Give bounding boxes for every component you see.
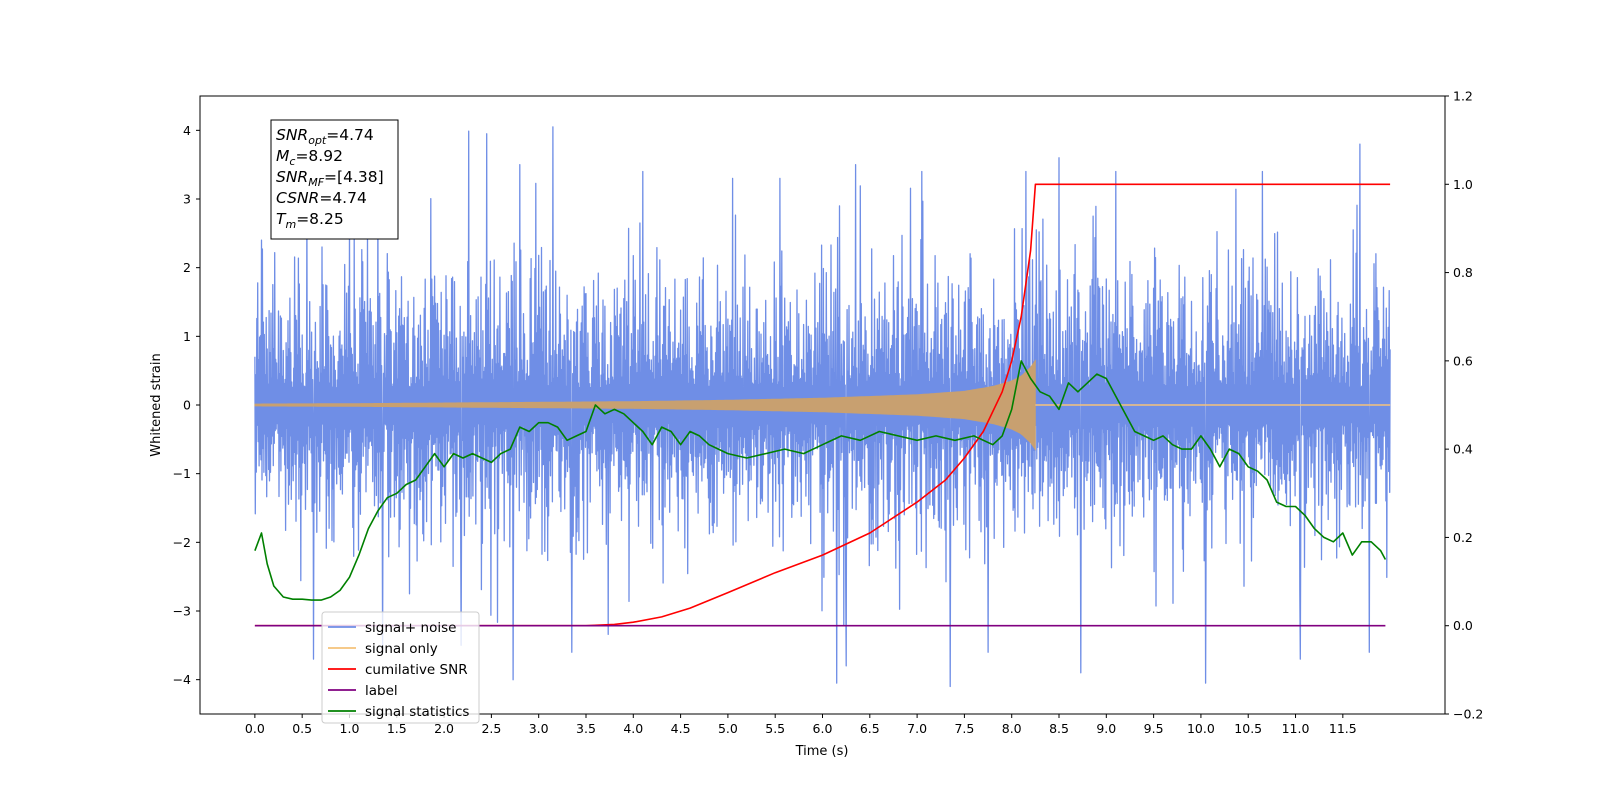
- x-tick-label: 0.5: [292, 721, 312, 736]
- signal-only-series: [254, 359, 1391, 451]
- legend-label: cumilative SNR: [365, 662, 468, 678]
- signal-noise-series: [254, 126, 1391, 688]
- cumulative-snr-line: [254, 183, 1391, 627]
- y-tick-label-left: −2: [173, 535, 191, 550]
- x-tick-label: 11.0: [1282, 721, 1310, 736]
- y-axis-right: 1.2 1.0 0.8 0.6 0.4 0.2 0.0 −0.2: [1445, 89, 1483, 722]
- x-tick-label: 2.0: [434, 721, 454, 736]
- legend-label: label: [365, 683, 398, 699]
- stats-line: CSNR=4.74: [276, 189, 367, 207]
- y-tick-label-left: −4: [173, 672, 191, 687]
- x-tick-label: 6.5: [860, 721, 880, 736]
- y-tick-label-right: 1.2: [1453, 89, 1473, 104]
- stats-value: =8.92: [295, 147, 343, 165]
- y-tick-label-left: 3: [183, 192, 191, 207]
- stats-value: =[4.38]: [324, 168, 384, 186]
- x-tick-label: 0.0: [245, 721, 265, 736]
- x-tick-label: 7.0: [907, 721, 927, 736]
- stats-subscript: m: [285, 218, 296, 231]
- y-tick-label-right: 0.8: [1453, 265, 1473, 280]
- x-tick-label: 8.0: [1002, 721, 1022, 736]
- y-tick-label-right: 0.2: [1453, 530, 1473, 545]
- y-tick-label-right: 0.4: [1453, 442, 1473, 457]
- x-tick-label: 1.5: [387, 721, 407, 736]
- signal-statistics-line: [254, 360, 1387, 601]
- stats-value: =8.25: [296, 210, 344, 228]
- y-tick-label-left: 4: [183, 123, 191, 138]
- x-tick-label: 9.0: [1096, 721, 1116, 736]
- x-tick-label: 10.5: [1234, 721, 1262, 736]
- signal-only-envelope: [254, 359, 1036, 451]
- stats-line: SNRMF=[4.38]: [276, 168, 384, 189]
- y-axis-label: Whitened strain: [149, 353, 164, 456]
- y-tick-label-right: 0.6: [1453, 353, 1473, 368]
- stats-symbol: SNR: [276, 168, 308, 186]
- stats-line: Tm=8.25: [276, 210, 344, 231]
- legend-frame: [321, 611, 480, 724]
- legend: signal+ noise signal only cumilative SNR la…: [321, 611, 480, 724]
- stats-subscript: MF: [308, 176, 324, 189]
- legend-label: signal only: [365, 641, 438, 657]
- stats-line: Mc=8.92: [276, 147, 343, 168]
- x-axis: 0.0 0.5 1.0 1.5 2.0 2.5 3.0 3.5 4.0 4.5 5.0 5.5 6.0 6…: [245, 714, 1357, 736]
- x-tick-label: 8.5: [1049, 721, 1069, 736]
- x-tick-label: 3.0: [529, 721, 549, 736]
- y-tick-label-right: 1.0: [1453, 177, 1473, 192]
- x-tick-label: 3.5: [576, 721, 596, 736]
- stats-symbol: CSNR: [276, 189, 319, 207]
- x-tick-label: 2.5: [481, 721, 501, 736]
- stats-line: SNRopt=4.74: [276, 126, 374, 147]
- x-tick-label: 4.0: [623, 721, 643, 736]
- x-tick-label: 10.0: [1187, 721, 1215, 736]
- stats-symbol: M: [276, 147, 289, 165]
- y-tick-label-left: −3: [173, 604, 191, 619]
- x-tick-label: 9.5: [1144, 721, 1164, 736]
- x-tick-label: 6.0: [813, 721, 833, 736]
- x-tick-label: 5.5: [765, 721, 785, 736]
- x-tick-label: 1.0: [340, 721, 360, 736]
- y-axis-left: 4 3 2 1 0 −1 −2 −3 −4: [173, 123, 200, 687]
- y-tick-label-left: 0: [183, 398, 191, 413]
- legend-label: signal+ noise: [365, 620, 456, 636]
- x-axis-label: Time (s): [795, 744, 849, 759]
- y-tick-label-right: 0.0: [1453, 618, 1473, 633]
- y-tick-label-left: −1: [173, 466, 191, 481]
- stats-box-frame: [270, 119, 399, 240]
- x-tick-label: 5.0: [718, 721, 738, 736]
- y-tick-label-left: 1: [183, 329, 191, 344]
- stats-value: =4.74: [326, 126, 374, 144]
- stats-subscript: c: [289, 155, 295, 168]
- stats-subscript: opt: [308, 134, 327, 147]
- stats-symbol: SNR: [276, 126, 308, 144]
- x-tick-label: 4.5: [671, 721, 691, 736]
- stats-value: =4.74: [319, 189, 367, 207]
- x-tick-label: 11.5: [1329, 721, 1357, 736]
- x-tick-label: 7.5: [954, 721, 974, 736]
- y-tick-label-right: −0.2: [1453, 707, 1483, 722]
- stats-box: SNRopt=4.74Mc=8.92SNRMF=[4.38]CSNR=4.74T…: [270, 119, 399, 240]
- stats-symbol: T: [276, 210, 287, 228]
- y-tick-label-left: 2: [183, 260, 191, 275]
- signal-noise-line: [254, 126, 1391, 688]
- legend-label: signal statistics: [365, 704, 469, 720]
